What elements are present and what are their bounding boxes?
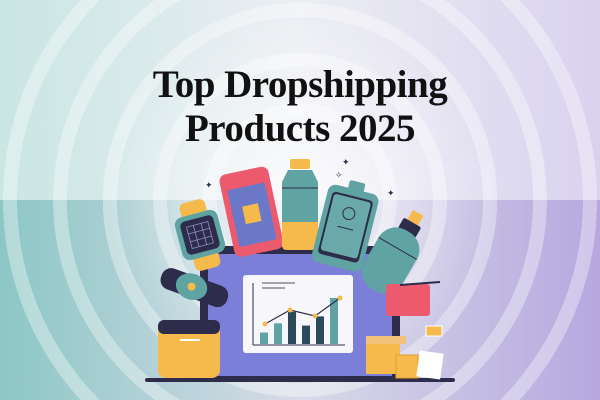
smartwatch-icon <box>174 199 226 271</box>
bag-icon <box>158 320 220 378</box>
case-icon <box>386 281 441 316</box>
svg-text:✦: ✦ <box>342 158 350 168</box>
fitness-tracker-icon <box>160 268 229 308</box>
chart-bar <box>302 325 310 344</box>
chart-bar <box>316 316 324 344</box>
title-line-1: Top Dropshipping <box>152 63 448 106</box>
shipping-box-icon <box>366 336 419 379</box>
chart-point <box>312 313 318 319</box>
chart-point <box>262 321 268 327</box>
growth-chart-icon <box>243 275 353 353</box>
svg-text:✦: ✦ <box>205 181 213 191</box>
receipt-icon <box>416 325 444 380</box>
svg-text:✦: ✦ <box>387 189 395 199</box>
chart-bar <box>274 323 282 344</box>
spray-bottle-icon <box>361 209 424 294</box>
title-line-2: Products 2025 <box>184 107 416 150</box>
sparkle-icons: ✦ ✦ ✦ ✧ <box>205 158 395 199</box>
smartphone-icon <box>219 166 284 257</box>
svg-text:✧: ✧ <box>335 171 343 181</box>
chart-point <box>337 295 343 301</box>
chart-bar <box>288 311 296 344</box>
chart-bar <box>260 332 268 344</box>
water-bottle-icon <box>282 159 318 250</box>
tablet-icon <box>312 180 379 272</box>
chart-point <box>287 307 293 313</box>
chart-bar <box>330 298 338 344</box>
